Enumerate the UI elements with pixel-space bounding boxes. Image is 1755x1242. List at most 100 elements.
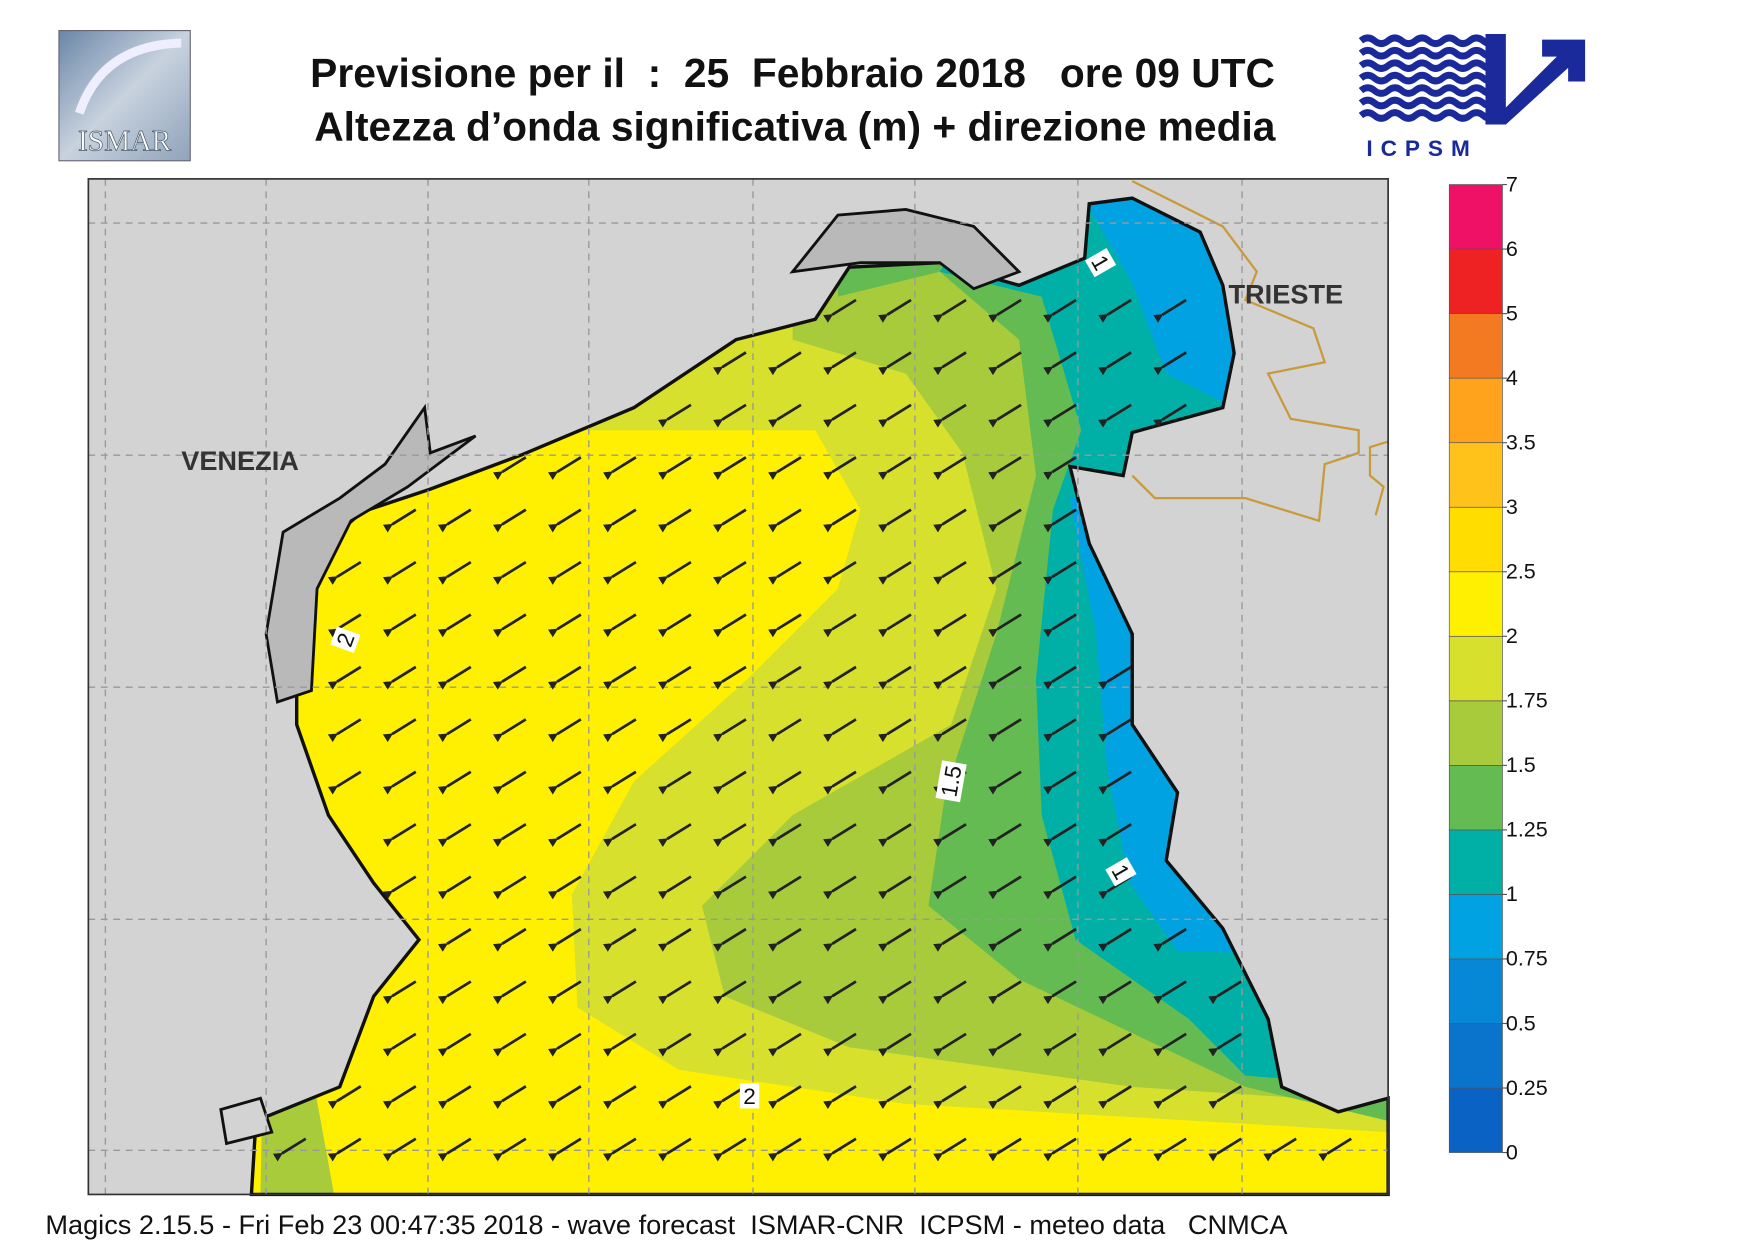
direction-arrow — [878, 351, 912, 376]
direction-arrow — [327, 1137, 362, 1162]
direction-arrow — [658, 613, 692, 638]
direction-arrow — [602, 456, 637, 481]
direction-arrow — [547, 1137, 582, 1162]
direction-arrow — [933, 1137, 967, 1162]
direction-arrow — [768, 508, 802, 533]
contour-label-box — [330, 626, 361, 654]
direction-arrow — [713, 1032, 747, 1057]
direction-arrow — [933, 1032, 967, 1057]
icpsm-logo: ICPSM — [1358, 33, 1586, 161]
direction-arrow — [878, 403, 912, 428]
direction-arrow — [988, 403, 1022, 428]
direction-arrow — [988, 508, 1022, 533]
direction-arrow — [327, 718, 362, 743]
wave-directions — [272, 298, 1352, 1162]
direction-arrow — [768, 718, 802, 743]
colorbar-band — [1448, 635, 1503, 702]
colorbar-band — [1448, 313, 1503, 379]
logo-wave — [1358, 59, 1499, 72]
colorbar-label: 0.5 — [1506, 1011, 1536, 1035]
direction-arrow — [1098, 665, 1132, 690]
direction-arrow — [878, 1032, 912, 1057]
colorbar-label: 1.75 — [1506, 689, 1548, 713]
direction-arrow — [823, 1137, 857, 1162]
direction-arrow — [658, 1137, 692, 1162]
direction-arrow — [823, 927, 857, 952]
direction-arrow — [988, 613, 1022, 638]
direction-arrow — [768, 823, 802, 847]
direction-arrow — [713, 927, 747, 952]
contour-label: 2 — [330, 626, 361, 654]
direction-arrow — [823, 508, 857, 533]
direction-arrow — [823, 665, 857, 690]
direction-arrow — [382, 613, 417, 638]
direction-arrow — [1208, 1032, 1242, 1057]
direction-arrow — [602, 823, 637, 847]
direction-arrow — [768, 1085, 802, 1110]
direction-arrow — [878, 1085, 912, 1110]
colorbar-label: 6 — [1506, 237, 1518, 261]
direction-arrow — [547, 770, 582, 795]
direction-arrow — [988, 823, 1022, 847]
colorbar-label: 3 — [1506, 495, 1518, 519]
direction-arrow — [1043, 508, 1077, 533]
direction-arrow — [768, 351, 802, 376]
logo-wave — [1358, 96, 1499, 110]
direction-arrow — [547, 1085, 582, 1110]
direction-arrow — [492, 613, 527, 638]
direction-arrow — [382, 980, 417, 1005]
direction-arrow — [933, 403, 967, 428]
direction-arrow — [878, 1137, 912, 1162]
colorbar-band — [1448, 184, 1503, 250]
contour-label-box — [1084, 248, 1117, 278]
direction-arrow — [933, 456, 967, 481]
direction-arrow — [1098, 770, 1132, 795]
border — [1368, 440, 1389, 516]
direction-arrow — [878, 560, 912, 585]
direction-arrow — [933, 560, 967, 585]
direction-arrow — [658, 665, 692, 690]
direction-arrow — [492, 980, 527, 1005]
colorbar-label: 3.5 — [1506, 430, 1536, 454]
direction-arrow — [1098, 1085, 1132, 1110]
direction-arrow — [713, 770, 747, 795]
direction-arrow — [823, 560, 857, 585]
direction-arrow — [1043, 298, 1077, 323]
venice-lagoon — [264, 403, 477, 704]
colorbar-band — [1448, 1087, 1503, 1153]
direction-arrow — [327, 613, 362, 638]
contour-label-box — [739, 1083, 760, 1109]
direction-arrow — [658, 560, 692, 585]
po-delta — [219, 1096, 274, 1146]
direction-arrow — [878, 718, 912, 743]
direction-arrow — [658, 1032, 692, 1057]
direction-arrow — [1153, 1085, 1187, 1110]
direction-arrow — [988, 770, 1022, 795]
direction-arrow — [492, 718, 527, 743]
direction-arrow — [658, 403, 692, 428]
direction-arrow — [988, 875, 1022, 900]
direction-arrow — [492, 875, 527, 900]
direction-arrow — [988, 1032, 1022, 1057]
direction-arrow — [602, 1137, 637, 1162]
logo-swirl — [75, 38, 182, 115]
direction-arrow — [768, 927, 802, 952]
direction-arrow — [878, 927, 912, 952]
direction-arrow — [658, 980, 692, 1005]
direction-arrow — [768, 613, 802, 638]
colorbar-band — [1448, 958, 1503, 1024]
contour-label-text: 1.5 — [936, 764, 966, 799]
direction-arrow — [327, 560, 362, 585]
direction-arrow — [602, 980, 637, 1005]
colorbar-band — [1448, 571, 1503, 637]
direction-arrow — [713, 823, 747, 847]
direction-arrow — [988, 560, 1022, 585]
direction-arrow — [988, 665, 1022, 690]
direction-arrow — [602, 560, 637, 585]
direction-arrow — [823, 823, 857, 847]
direction-arrow — [547, 560, 582, 585]
direction-arrow — [878, 770, 912, 795]
direction-arrow — [823, 351, 857, 376]
direction-arrow — [1098, 1137, 1132, 1162]
direction-arrow — [823, 403, 857, 428]
